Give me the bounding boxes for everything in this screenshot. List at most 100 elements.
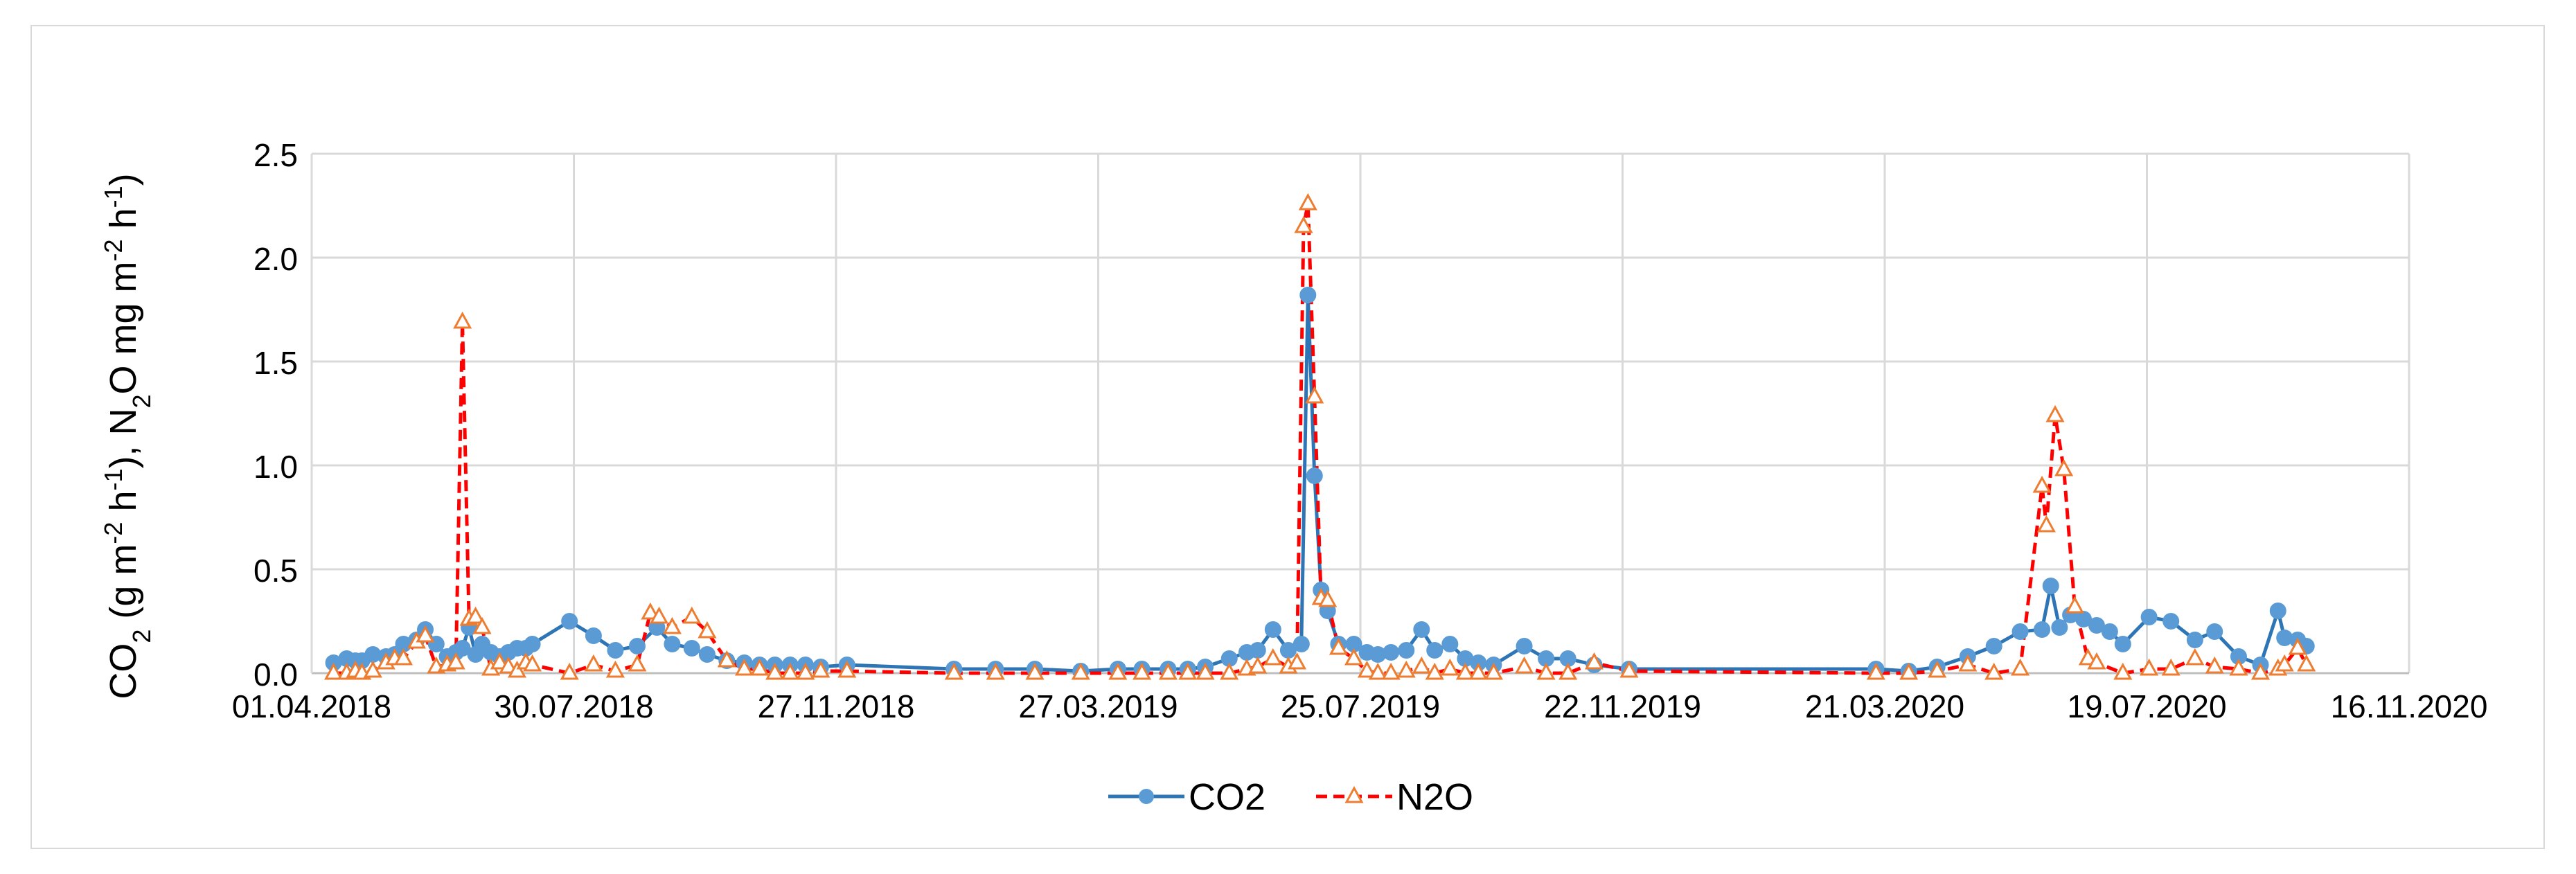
n2o-point bbox=[472, 616, 492, 634]
n2o-point bbox=[1178, 662, 1198, 680]
co2-point bbox=[2034, 621, 2051, 638]
n2o-point bbox=[1440, 658, 1459, 676]
n2o-point bbox=[1025, 662, 1045, 680]
y-axis-title-part: h bbox=[103, 491, 144, 522]
n2o-point bbox=[1412, 656, 1431, 674]
n2o-point bbox=[1958, 654, 1978, 672]
y-tick-label: 1.0 bbox=[254, 449, 298, 485]
y-tick-label: 2.0 bbox=[254, 241, 298, 277]
y-axis-title-part: 2 bbox=[127, 630, 156, 643]
y-axis-title-part: O mg m bbox=[103, 261, 144, 394]
n2o-point bbox=[1318, 589, 1338, 607]
n2o-point bbox=[641, 602, 660, 620]
n2o-legend-marker bbox=[1344, 785, 1364, 803]
y-axis-title-part: ), N bbox=[103, 408, 144, 468]
n2o-point bbox=[490, 652, 509, 670]
y-axis-title-part: -1 bbox=[99, 186, 127, 208]
co2-point bbox=[1441, 636, 1459, 652]
n2o-point bbox=[1329, 637, 1348, 655]
co2-point bbox=[1306, 467, 1323, 484]
co2-point bbox=[2186, 632, 2203, 648]
y-axis-title-part: 2 bbox=[127, 394, 156, 408]
co2-point bbox=[607, 642, 624, 659]
chart-frame bbox=[30, 25, 2545, 849]
co2-point bbox=[2162, 613, 2180, 630]
n2o-point bbox=[2032, 475, 2052, 493]
n2o-point bbox=[2087, 652, 2106, 670]
y-axis-title-part: -2 bbox=[99, 239, 127, 261]
co2-point bbox=[2206, 623, 2223, 640]
x-tick-label: 27.03.2019 bbox=[1018, 688, 1178, 724]
co2-point bbox=[1516, 638, 1533, 654]
n2o-point bbox=[1984, 662, 2004, 680]
co2-point bbox=[698, 646, 716, 663]
n2o-point bbox=[2297, 654, 2316, 672]
n2o-point bbox=[811, 660, 830, 678]
co2-point bbox=[561, 613, 578, 630]
n2o-point bbox=[1928, 660, 1947, 678]
n2o-point bbox=[1619, 660, 1639, 678]
n2o-point bbox=[1396, 660, 1416, 678]
n2o-point bbox=[1381, 662, 1401, 680]
x-tick-label: 25.07.2019 bbox=[1281, 688, 1440, 724]
x-tick-label: 21.03.2020 bbox=[1805, 688, 1964, 724]
n2o-point bbox=[1584, 652, 1604, 670]
n2o-point bbox=[363, 660, 382, 678]
n2o-point bbox=[1484, 662, 1503, 680]
co2-point bbox=[1383, 644, 1400, 661]
n2o-point bbox=[1425, 662, 1444, 680]
y-tick-label: 0.0 bbox=[254, 657, 298, 693]
n2o-point bbox=[1263, 648, 1283, 666]
n2o-point bbox=[1515, 656, 1534, 674]
co2-series-line bbox=[332, 293, 2308, 673]
n2o-point bbox=[781, 662, 800, 680]
y-tick-labels: 0.0 0.5 1.0 1.5 2.0 2.5 bbox=[254, 137, 298, 693]
n2o-point bbox=[796, 662, 815, 680]
n2o-point bbox=[682, 606, 702, 624]
n2o-point bbox=[649, 606, 669, 624]
n2o-point bbox=[2078, 648, 2097, 666]
n2o-point bbox=[628, 654, 647, 672]
n2o-point bbox=[2065, 596, 2084, 614]
co2-point bbox=[2051, 619, 2068, 636]
n2o-point bbox=[324, 662, 344, 680]
y-axis-title-part: -1 bbox=[99, 468, 127, 490]
n2o-point bbox=[1294, 215, 1313, 233]
co2-legend-label: CO2 bbox=[1189, 776, 1265, 818]
y-axis-title-part: CO bbox=[103, 643, 144, 699]
y-axis-title-part: (g m bbox=[103, 544, 144, 630]
n2o-point bbox=[1248, 656, 1268, 674]
n2o-point bbox=[393, 648, 414, 666]
co2-point bbox=[2114, 636, 2131, 652]
x-tick-label: 22.11.2019 bbox=[1544, 688, 1701, 724]
legend: CO2 N2O bbox=[1108, 776, 1473, 818]
n2o-point bbox=[446, 652, 465, 670]
n2o-point bbox=[2161, 658, 2180, 676]
n2o-point bbox=[560, 662, 579, 680]
y-tick-label: 1.5 bbox=[254, 345, 298, 381]
y-tick-label: 0.5 bbox=[254, 553, 298, 589]
n2o-point bbox=[1536, 662, 1556, 680]
x-tick-labels: 01.04.2018 30.07.2018 27.11.2018 27.03.2019… bbox=[232, 688, 2488, 724]
n2o-point bbox=[1196, 662, 1215, 680]
x-tick-label: 27.11.2018 bbox=[758, 688, 915, 724]
n2o-point bbox=[1305, 386, 1324, 404]
co2-point bbox=[1413, 621, 1430, 638]
co2-point bbox=[524, 636, 541, 652]
co2-point bbox=[2140, 609, 2158, 625]
n2o-point bbox=[1357, 660, 1376, 678]
n2o-point bbox=[507, 660, 527, 678]
n2o-point bbox=[1158, 662, 1178, 680]
y-axis-title-part: h bbox=[103, 208, 144, 239]
n2o-point bbox=[2140, 658, 2159, 676]
co2-point bbox=[2101, 623, 2118, 640]
n2o-point bbox=[2036, 515, 2056, 533]
n2o-point bbox=[2045, 404, 2065, 422]
n2o-point bbox=[1287, 652, 1307, 670]
co2-point bbox=[1985, 638, 2002, 654]
grid-lines bbox=[312, 152, 2410, 673]
y-axis-title-part: -2 bbox=[99, 522, 127, 544]
co2-point bbox=[1264, 621, 1281, 638]
n2o-point bbox=[2011, 658, 2030, 676]
